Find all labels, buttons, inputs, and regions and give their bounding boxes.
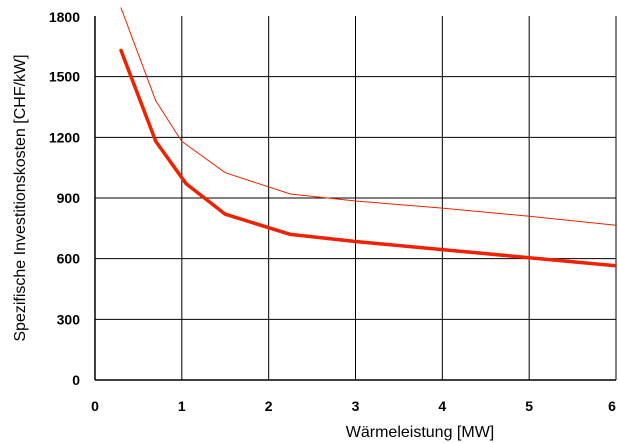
axes	[94, 16, 616, 381]
x-tick-label: 5	[525, 398, 533, 414]
y-tick-label: 600	[57, 251, 81, 267]
y-axis-title: Spezifische Investitionskosten [CHF/kW]	[12, 54, 29, 341]
y-tick-label: 1800	[49, 9, 80, 25]
series-line-thick	[119, 48, 616, 268]
y-tick-label: 0	[72, 372, 80, 388]
series-group	[119, 7, 616, 268]
y-tick-label: 1200	[49, 129, 80, 145]
x-tick-label: 3	[352, 398, 360, 414]
x-axis-title: Wärmeleistung [MW]	[346, 424, 494, 441]
y-tick-label: 300	[57, 311, 81, 327]
series-line-thin	[120, 7, 616, 226]
x-tick-label: 1	[178, 398, 186, 414]
x-tick-label: 6	[608, 398, 616, 414]
y-tick-label: 900	[57, 190, 81, 206]
x-tick-label: 4	[438, 398, 446, 414]
x-tick-label: 2	[265, 398, 273, 414]
grid	[95, 16, 617, 380]
tick-labels: 0 1 2 3 4 5 6 0 300 600 900 1200 1500 1800	[49, 9, 616, 414]
y-tick-label: 1500	[49, 69, 80, 85]
x-tick-label: 0	[91, 398, 99, 414]
